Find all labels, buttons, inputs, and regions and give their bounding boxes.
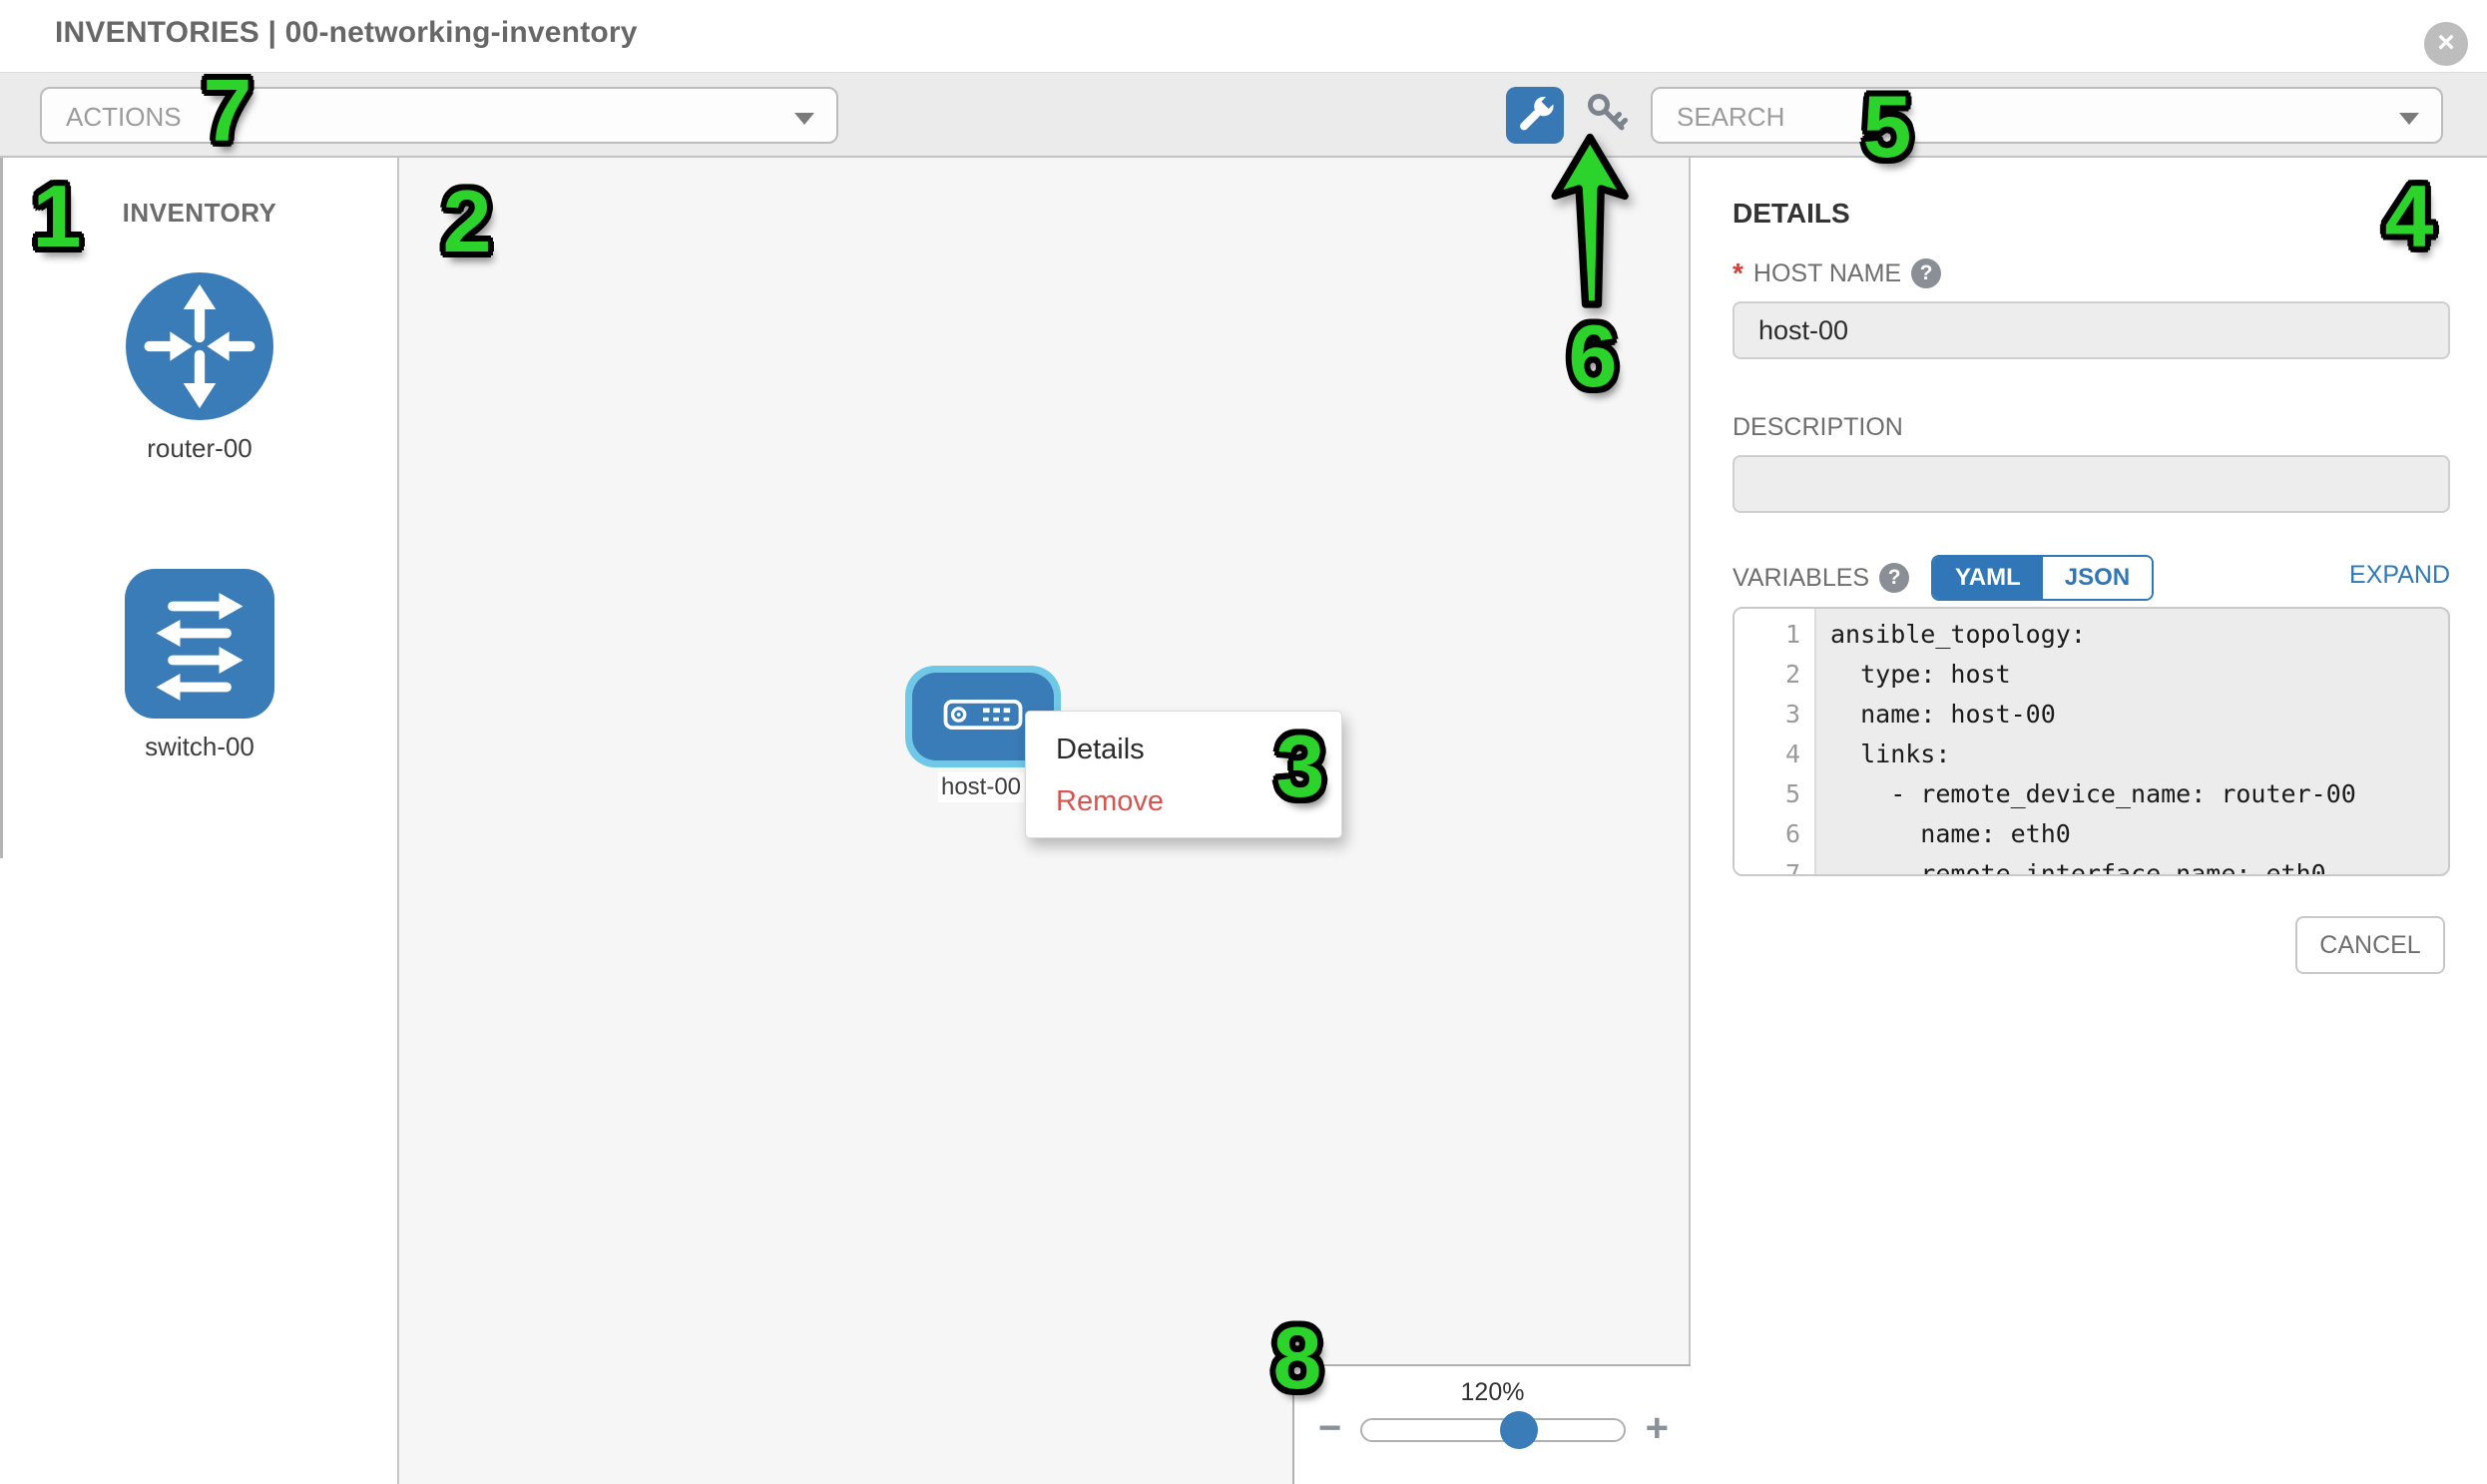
router-icon [126, 272, 273, 425]
toolbar-key-button[interactable] [1579, 87, 1637, 144]
cancel-button[interactable]: CANCEL [2295, 916, 2445, 974]
zoom-control: 120% − + [1292, 1364, 1691, 1484]
sidebar-edge-line [0, 158, 3, 858]
toolbar: ACTIONS [0, 72, 2487, 158]
host-name-label: HOST NAME [1752, 258, 1902, 287]
line-number: 1 [1735, 615, 1816, 655]
editor-line: 4 links: [1735, 735, 2448, 774]
details-panel: DETAILS * HOST NAME ? DESCRIPTION VARIAB… [1693, 158, 2487, 1484]
line-code: - remote_device_name: router-00 [1830, 779, 2356, 808]
editor-line: 2 type: host [1735, 655, 2448, 695]
node-label: host-00 [938, 772, 1024, 802]
line-code: type: host [1830, 660, 2011, 689]
toggle-json-button[interactable]: JSON [2042, 557, 2153, 599]
variables-format-toggle: YAML JSON [1931, 555, 2155, 601]
variables-label-row: VARIABLES ? [1733, 563, 1910, 593]
search-dropdown-label: SEARCH [1677, 102, 1785, 132]
host-name-input[interactable] [1733, 301, 2450, 359]
zoom-out-button[interactable]: − [1318, 1406, 1342, 1450]
annotation-6: 6 [1568, 306, 1618, 405]
line-code: ansible_topology: [1830, 620, 2086, 649]
line-number: 2 [1735, 655, 1816, 695]
editor-line: 7 remote_interface_name: eth0 [1735, 854, 2448, 876]
context-menu-item-remove[interactable]: Remove [1056, 785, 1164, 817]
line-number: 6 [1735, 814, 1816, 854]
inventory-sidebar: INVENTORY router-00 [0, 158, 399, 1484]
variables-code-editor[interactable]: 1 ansible_topology: 2 type: host 3 name:… [1733, 607, 2450, 876]
description-input[interactable] [1733, 455, 2450, 513]
chevron-down-icon [2399, 113, 2419, 125]
zoom-in-button[interactable]: + [1645, 1406, 1669, 1450]
line-code: name: host-00 [1830, 700, 2056, 729]
annotation-1: 1 [32, 167, 82, 265]
required-marker: * [1733, 257, 1743, 288]
editor-line: 1 ansible_topology: [1735, 615, 2448, 655]
editor-line: 6 name: eth0 [1735, 814, 2448, 854]
annotation-5: 5 [1862, 77, 1912, 176]
line-code: remote_interface_name: eth0 [1830, 859, 2326, 876]
help-icon[interactable]: ? [1911, 258, 1942, 288]
line-number: 7 [1735, 854, 1816, 874]
annotation-3: 3 [1275, 717, 1325, 815]
editor-line: 5 - remote_device_name: router-00 [1735, 774, 2448, 814]
annotation-4: 4 [2384, 167, 2434, 265]
expand-link[interactable]: EXPAND [2349, 561, 2450, 589]
line-number: 3 [1735, 695, 1816, 735]
zoom-slider-track[interactable] [1360, 1411, 1626, 1449]
sidebar-title: INVENTORY [122, 198, 277, 228]
actions-dropdown[interactable]: ACTIONS [40, 87, 838, 144]
editor-line: 3 name: host-00 [1735, 695, 2448, 735]
toggle-yaml-button[interactable]: YAML [1933, 557, 2043, 599]
description-label: DESCRIPTION [1733, 413, 1903, 441]
sidebar-item-switch-00[interactable]: switch-00 [0, 569, 399, 762]
node-context-menu: Details Remove [1025, 711, 1342, 838]
sidebar-item-label: router-00 [147, 433, 252, 463]
actions-dropdown-label: ACTIONS [66, 102, 182, 132]
help-icon[interactable]: ? [1879, 563, 1910, 593]
line-code: name: eth0 [1830, 819, 2071, 848]
editor-lines: 1 ansible_topology: 2 type: host 3 name:… [1735, 615, 2448, 876]
search-dropdown[interactable]: SEARCH [1651, 87, 2443, 144]
toolbar-tools-button[interactable] [1506, 87, 1564, 144]
line-code: links: [1830, 740, 1951, 768]
host-name-label-row: * HOST NAME ? [1733, 257, 1942, 289]
context-menu-item-details[interactable]: Details [1056, 734, 1145, 765]
chevron-down-icon [794, 113, 814, 125]
description-label-row: DESCRIPTION [1733, 413, 1903, 442]
zoom-level-value: 120% [1460, 1378, 1525, 1406]
annotation-7: 7 [203, 61, 252, 160]
switch-icon [125, 569, 274, 724]
variables-label: VARIABLES [1733, 563, 1870, 592]
wrench-icon [1506, 94, 1564, 148]
annotation-arrow-up-icon [1546, 132, 1638, 320]
sidebar-item-label: switch-00 [145, 732, 254, 761]
line-number: 5 [1735, 774, 1816, 814]
details-panel-title: DETAILS [1733, 198, 1850, 229]
line-number: 4 [1735, 735, 1816, 774]
annotation-8: 8 [1272, 1308, 1322, 1407]
zoom-slider-thumb[interactable] [1500, 1411, 1539, 1449]
host-icon [943, 699, 1023, 735]
sidebar-item-router-00[interactable]: router-00 [0, 272, 399, 464]
close-icon[interactable]: × [2424, 22, 2468, 66]
annotation-2: 2 [442, 172, 492, 270]
page-title: INVENTORIES | 00-networking-inventory [55, 16, 638, 49]
topology-canvas[interactable]: host-00 Details Remove 120% − + [399, 158, 1691, 1484]
header: INVENTORIES | 00-networking-inventory × [0, 0, 2487, 72]
key-icon [1579, 94, 1637, 148]
